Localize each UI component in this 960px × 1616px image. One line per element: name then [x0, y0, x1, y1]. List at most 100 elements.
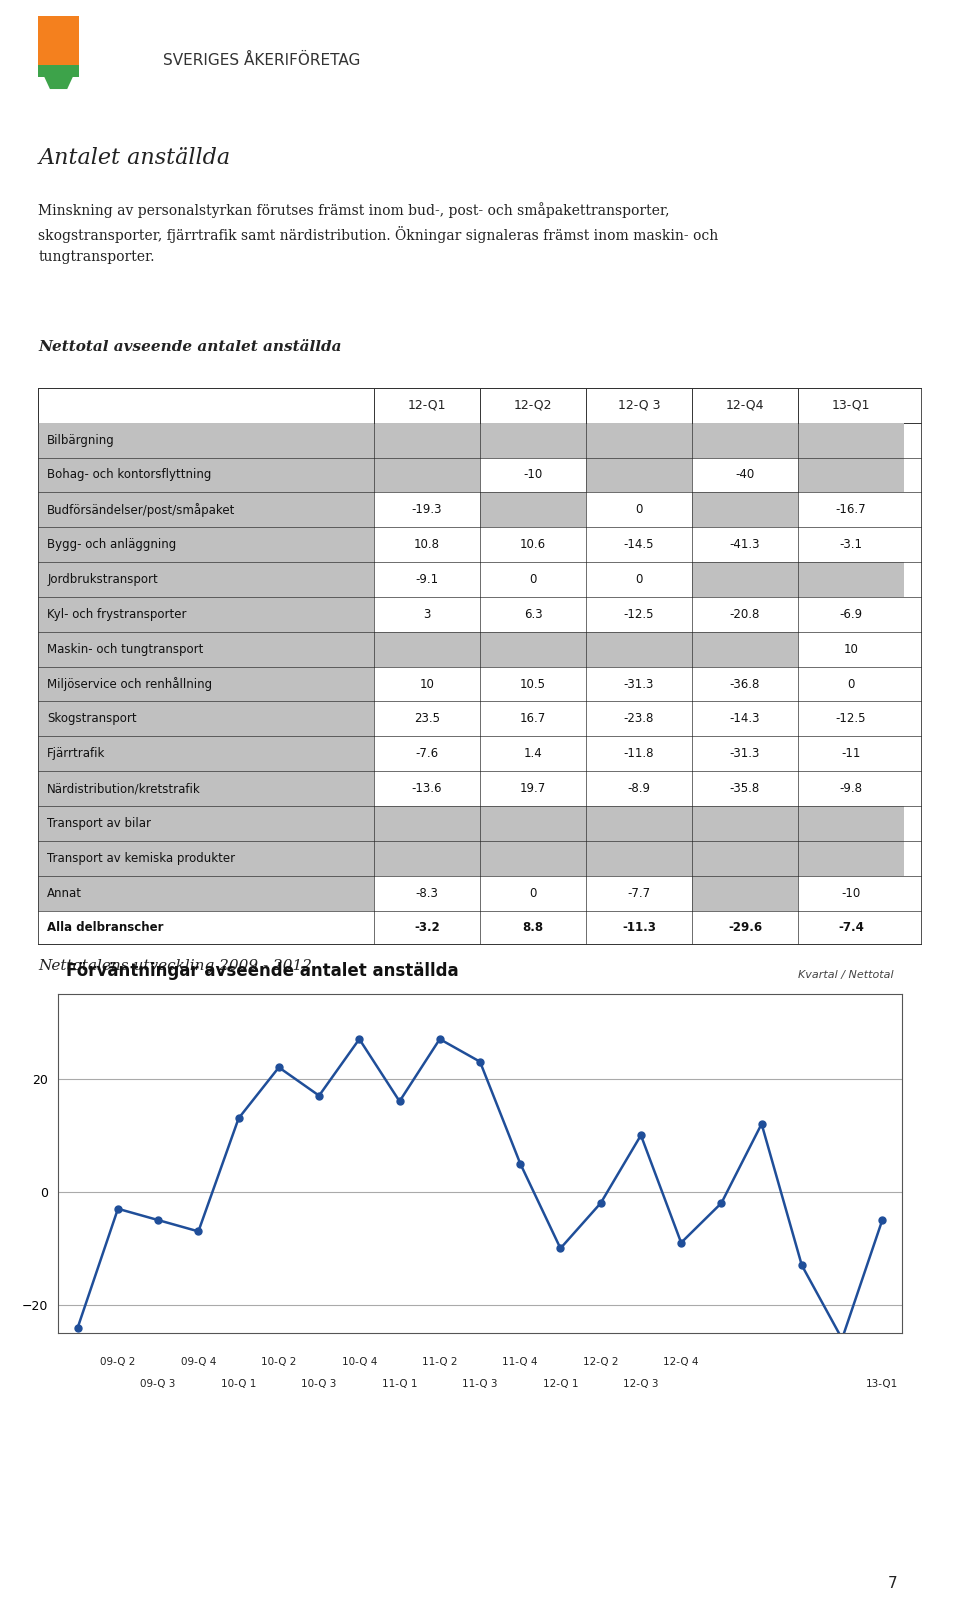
Bar: [38, 910, 374, 945]
Bar: [798, 876, 904, 910]
Bar: [374, 562, 480, 596]
Bar: [38, 527, 374, 562]
Bar: [798, 527, 904, 562]
Text: -40: -40: [735, 469, 755, 482]
Bar: [586, 876, 692, 910]
Bar: [38, 388, 922, 423]
Text: -14.3: -14.3: [730, 713, 760, 726]
Bar: [38, 423, 374, 457]
Text: 11-Q 2: 11-Q 2: [422, 1357, 458, 1367]
Text: 10.6: 10.6: [520, 538, 546, 551]
Bar: [374, 457, 480, 493]
Bar: [798, 701, 904, 737]
Text: 1.4: 1.4: [523, 747, 542, 760]
Text: -23.8: -23.8: [624, 713, 654, 726]
Text: 10.8: 10.8: [414, 538, 440, 551]
Bar: [692, 701, 798, 737]
Bar: [374, 666, 480, 701]
Text: 0: 0: [848, 677, 854, 690]
Bar: [692, 493, 798, 527]
Bar: [38, 493, 374, 527]
Text: -19.3: -19.3: [412, 503, 443, 516]
Text: 11-Q 3: 11-Q 3: [463, 1378, 497, 1390]
Bar: [38, 771, 374, 806]
Text: -9.1: -9.1: [416, 574, 439, 587]
Text: 12-Q4: 12-Q4: [726, 399, 764, 412]
Text: 0: 0: [636, 574, 642, 587]
Bar: [586, 562, 692, 596]
Text: Kvartal / Nettotal: Kvartal / Nettotal: [799, 970, 894, 981]
Text: -10: -10: [841, 887, 860, 900]
Text: -7.7: -7.7: [628, 887, 651, 900]
Text: 3: 3: [423, 608, 431, 621]
Text: -13.6: -13.6: [412, 782, 443, 795]
Text: 19.7: 19.7: [520, 782, 546, 795]
Bar: [374, 493, 480, 527]
Text: 10: 10: [844, 643, 858, 656]
Text: 0: 0: [636, 503, 642, 516]
Text: -41.3: -41.3: [730, 538, 760, 551]
Bar: [586, 737, 692, 771]
Bar: [374, 806, 480, 840]
Bar: [38, 457, 374, 493]
Text: 12-Q 3: 12-Q 3: [617, 399, 660, 412]
Text: 23.5: 23.5: [414, 713, 440, 726]
Text: -12.5: -12.5: [624, 608, 654, 621]
Text: -31.3: -31.3: [730, 747, 760, 760]
Text: Maskin- och tungtransport: Maskin- och tungtransport: [47, 643, 204, 656]
Bar: [480, 596, 586, 632]
Text: Antalet anställda: Antalet anställda: [38, 147, 230, 168]
Text: 0: 0: [529, 574, 537, 587]
Bar: [586, 806, 692, 840]
Text: -7.6: -7.6: [416, 747, 439, 760]
Text: Bygg- och anläggning: Bygg- och anläggning: [47, 538, 177, 551]
Bar: [798, 423, 904, 457]
Bar: [480, 562, 586, 596]
Bar: [586, 840, 692, 876]
Text: Skogstransport: Skogstransport: [47, 713, 137, 726]
Text: -6.9: -6.9: [839, 608, 862, 621]
Text: Kyl- och frystransporter: Kyl- och frystransporter: [47, 608, 187, 621]
Bar: [38, 701, 374, 737]
Text: Närdistribution/kretstrafik: Närdistribution/kretstrafik: [47, 782, 201, 795]
Text: -16.7: -16.7: [835, 503, 866, 516]
FancyBboxPatch shape: [38, 65, 79, 76]
Text: 7: 7: [888, 1576, 898, 1592]
Text: -8.9: -8.9: [628, 782, 651, 795]
Bar: [38, 840, 374, 876]
Bar: [480, 527, 586, 562]
Text: -12.5: -12.5: [836, 713, 866, 726]
Text: Nettotalens utveckling 2009 - 2012: Nettotalens utveckling 2009 - 2012: [38, 958, 312, 973]
Bar: [586, 527, 692, 562]
Bar: [692, 806, 798, 840]
Bar: [38, 737, 374, 771]
Text: 12-Q 1: 12-Q 1: [542, 1378, 578, 1390]
Text: 12-Q 4: 12-Q 4: [663, 1357, 699, 1367]
Bar: [692, 562, 798, 596]
Bar: [798, 596, 904, 632]
Text: -9.8: -9.8: [839, 782, 862, 795]
Text: Förväntningar avseende antalet anställda: Förväntningar avseende antalet anställda: [66, 962, 459, 981]
Bar: [692, 840, 798, 876]
Text: 11-Q 1: 11-Q 1: [382, 1378, 418, 1390]
Bar: [480, 666, 586, 701]
Text: Bilbärgning: Bilbärgning: [47, 433, 115, 446]
Bar: [692, 423, 798, 457]
Bar: [586, 632, 692, 666]
Text: 13-Q1: 13-Q1: [866, 1378, 899, 1390]
Text: 12-Q 2: 12-Q 2: [583, 1357, 618, 1367]
Bar: [586, 423, 692, 457]
Bar: [480, 840, 586, 876]
Text: 12-Q 3: 12-Q 3: [623, 1378, 659, 1390]
Bar: [374, 423, 480, 457]
Bar: [692, 457, 798, 493]
Bar: [586, 457, 692, 493]
Bar: [586, 666, 692, 701]
Bar: [480, 771, 586, 806]
Bar: [38, 562, 374, 596]
Text: Alla delbranscher: Alla delbranscher: [47, 921, 164, 934]
Bar: [798, 457, 904, 493]
Text: 09-Q 2: 09-Q 2: [100, 1357, 135, 1367]
FancyBboxPatch shape: [38, 16, 79, 65]
Text: -36.8: -36.8: [730, 677, 760, 690]
